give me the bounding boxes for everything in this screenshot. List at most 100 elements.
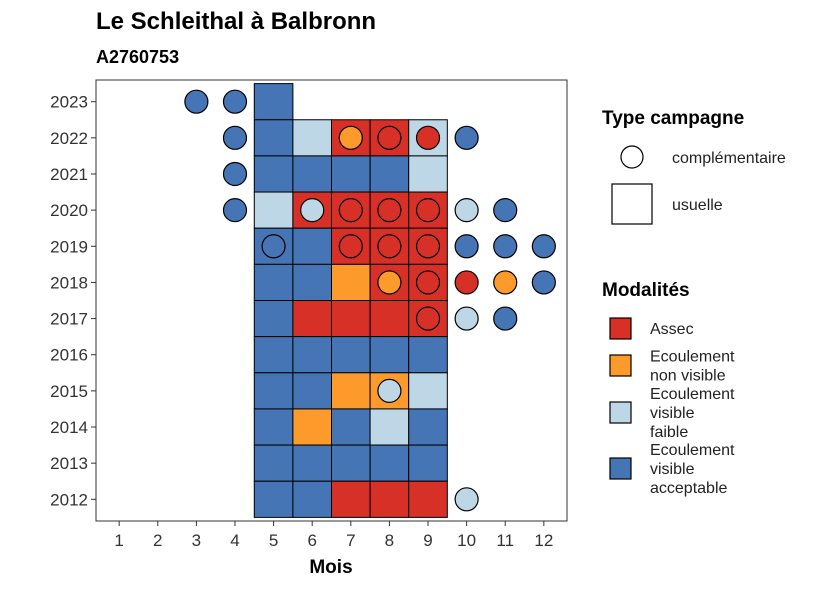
tile-2013-5 bbox=[253, 444, 294, 482]
point-2019-11 bbox=[493, 234, 518, 259]
tile-2012-9 bbox=[408, 480, 448, 518]
y-tick-label: 2021 bbox=[50, 165, 88, 184]
y-tick-label: 2012 bbox=[50, 490, 88, 509]
legend-label-complementaire: complémentaire bbox=[672, 150, 786, 167]
point-2020-4 bbox=[222, 198, 248, 223]
tile-2015-7 bbox=[331, 372, 371, 410]
point-2018-11 bbox=[493, 270, 518, 295]
y-tick-label: 2016 bbox=[50, 346, 88, 365]
point-2019-12 bbox=[531, 234, 556, 259]
legend-square-key bbox=[611, 183, 653, 225]
tile-2016-9 bbox=[408, 336, 448, 374]
tile-2013-6 bbox=[292, 444, 332, 482]
tile-2015-9 bbox=[408, 372, 448, 410]
point-2015-8 bbox=[377, 378, 402, 403]
tile-2021-8 bbox=[369, 155, 410, 193]
tile-2013-8 bbox=[369, 444, 410, 482]
complementaire-points bbox=[184, 89, 556, 512]
y-tick-label: 2014 bbox=[50, 418, 88, 437]
x-tick-label: 9 bbox=[423, 531, 432, 550]
x-tick-label: 2 bbox=[153, 531, 162, 550]
point-2021-4 bbox=[222, 161, 248, 187]
tile-2014-8 bbox=[369, 408, 410, 446]
legend-modalites-title: Modalités bbox=[602, 280, 690, 301]
tile-2013-9 bbox=[408, 444, 448, 482]
point-2020-7 bbox=[338, 198, 363, 223]
legend-label-line: acceptable bbox=[650, 480, 727, 497]
tile-2020-5 bbox=[253, 191, 294, 229]
point-2019-8 bbox=[377, 234, 402, 259]
legend-label-line: non visible bbox=[650, 368, 726, 385]
legend-type-title: Type campagne bbox=[602, 108, 744, 129]
y-tick-label: 2017 bbox=[50, 310, 88, 329]
tile-2018-6 bbox=[292, 263, 332, 301]
tile-2015-5 bbox=[253, 372, 294, 410]
x-axis: 1 2 3 4 5 6 7 8 9 10 11 12 bbox=[114, 521, 553, 550]
tile-2016-7 bbox=[331, 336, 371, 374]
x-tick-label: 10 bbox=[457, 531, 476, 550]
point-2020-9 bbox=[415, 198, 441, 223]
tile-2014-5 bbox=[253, 408, 294, 446]
y-tick-label: 2022 bbox=[50, 129, 88, 148]
x-tick-label: 6 bbox=[307, 531, 316, 550]
tile-2023-5 bbox=[253, 83, 294, 121]
legend-label-line: visible bbox=[650, 405, 695, 422]
point-2022-7 bbox=[338, 125, 363, 150]
legend-key-1 bbox=[609, 354, 632, 377]
tile-2017-8 bbox=[369, 300, 410, 338]
point-2019-9 bbox=[415, 234, 441, 259]
tile-2012-6 bbox=[292, 480, 332, 518]
x-tick-label: 12 bbox=[534, 531, 553, 550]
y-axis: 2012 2013 2014 2015 2016 2017 2018 2019 2020 2021… bbox=[50, 93, 96, 509]
legend-label-line: Assec bbox=[650, 321, 694, 338]
legend-label-usuelle: usuelle bbox=[672, 197, 723, 214]
legend-label-line: visible bbox=[650, 461, 695, 478]
tile-2016-6 bbox=[292, 336, 332, 374]
point-2018-8 bbox=[377, 270, 402, 295]
tile-2022-5 bbox=[253, 119, 294, 157]
point-2017-10 bbox=[454, 306, 479, 331]
point-2020-8 bbox=[377, 198, 402, 223]
x-tick-label: 11 bbox=[496, 531, 514, 550]
tile-2013-7 bbox=[331, 444, 371, 482]
tile-2018-7 bbox=[331, 263, 371, 301]
point-2020-6 bbox=[300, 198, 325, 223]
legend-label-line: Ecoulement bbox=[650, 442, 735, 459]
y-tick-label: 2020 bbox=[50, 201, 88, 220]
legend-label-line: Ecoulement bbox=[650, 349, 735, 366]
x-tick-label: 4 bbox=[230, 531, 239, 550]
legend: Type campagne complémentaire usuelle Mod… bbox=[602, 108, 786, 497]
tile-2012-8 bbox=[369, 480, 410, 518]
point-2012-10 bbox=[454, 487, 479, 512]
x-tick-label: 7 bbox=[346, 531, 355, 550]
tile-2012-7 bbox=[331, 480, 371, 518]
point-2020-10 bbox=[454, 198, 479, 223]
tile-2016-8 bbox=[369, 336, 410, 374]
legend-label-line: Ecoulement bbox=[650, 386, 735, 403]
point-2019-5 bbox=[261, 234, 286, 259]
y-tick-label: 2018 bbox=[50, 273, 88, 292]
x-axis-title: Mois bbox=[309, 557, 352, 578]
point-2023-3 bbox=[184, 89, 209, 114]
tile-2017-6 bbox=[292, 300, 332, 338]
point-2018-9 bbox=[415, 270, 441, 295]
chart-title: Le Schleithal à Balbronn bbox=[96, 8, 376, 35]
tile-2014-7 bbox=[331, 408, 371, 446]
point-2020-11 bbox=[493, 198, 518, 223]
y-tick-label: 2015 bbox=[50, 382, 88, 401]
chart-subtitle: A2760753 bbox=[96, 47, 179, 67]
tile-2021-7 bbox=[331, 155, 371, 193]
point-2022-8 bbox=[377, 125, 402, 150]
point-2023-4 bbox=[222, 89, 248, 114]
legend-circle-key bbox=[620, 145, 644, 169]
tile-2021-9 bbox=[408, 155, 448, 193]
point-2022-9 bbox=[415, 125, 441, 150]
tile-2017-5 bbox=[253, 300, 294, 338]
tile-2016-5 bbox=[253, 336, 294, 374]
x-tick-label: 8 bbox=[385, 531, 394, 550]
y-tick-label: 2023 bbox=[50, 93, 88, 112]
tile-2012-5 bbox=[253, 480, 294, 518]
legend-key-3 bbox=[609, 457, 632, 480]
